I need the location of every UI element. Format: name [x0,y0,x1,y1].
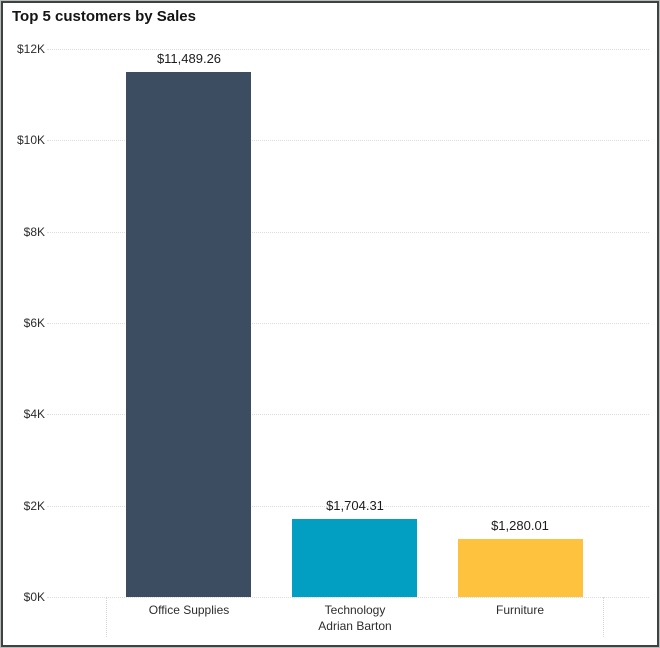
x-axis-group-label: Adrian Barton [318,619,392,633]
y-axis-tick-label: $4K [23,407,45,421]
axis-group-separator [603,597,604,637]
y-axis-tick-label: $0K [23,590,45,604]
bar-data-label: $1,280.01 [491,518,549,533]
bar-data-label: $1,704.31 [326,498,384,513]
y-gridline [47,414,649,415]
y-axis-tick-label: $6K [23,316,45,330]
bar-technology[interactable] [292,519,417,597]
bar-office-supplies[interactable] [126,72,251,597]
x-axis-category-label: Furniture [495,603,545,617]
y-axis-tick-label: $10K [16,133,45,147]
y-gridline [47,597,649,598]
axis-group-separator [106,597,107,637]
y-gridline [47,323,649,324]
y-gridline [47,49,649,50]
y-axis-tick-label: $8K [23,225,45,239]
chart-title: Top 5 customers by Sales [12,8,196,25]
y-axis-tick-label: $2K [23,499,45,513]
y-gridline [47,232,649,233]
x-axis-category-label: Office Supplies [148,603,230,617]
bar-furniture[interactable] [458,539,583,597]
bar-data-label: $11,489.26 [156,51,222,66]
y-axis-tick-label: $12K [16,42,45,56]
y-gridline [47,140,649,141]
y-gridline [47,506,649,507]
x-axis-category-label: Technology [324,603,386,617]
